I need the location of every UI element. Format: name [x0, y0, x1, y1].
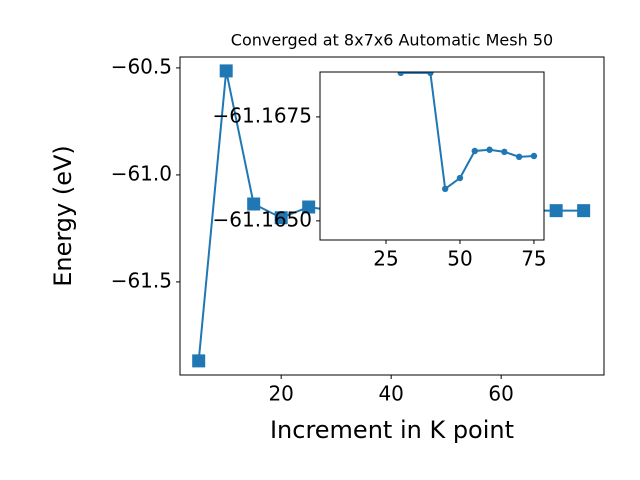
marker: [577, 204, 591, 218]
chart-title: Converged at 8x7x6 Automatic Mesh 50: [231, 31, 553, 50]
y-tick-label: −61.1650: [213, 207, 312, 231]
marker: [549, 204, 563, 218]
x-axis-label: Increment in K point: [270, 416, 514, 444]
marker: [397, 72, 404, 77]
marker: [486, 146, 493, 153]
marker: [530, 152, 538, 160]
marker: [441, 185, 449, 193]
marker: [501, 148, 508, 156]
y-tick-label: −60.5: [111, 54, 172, 78]
marker: [274, 211, 288, 225]
marker: [456, 174, 464, 182]
x-tick-label: 60: [488, 382, 513, 406]
plot-area: [320, 72, 544, 240]
x-tick-label: 75: [521, 247, 546, 271]
marker: [302, 200, 316, 214]
x-tick-label: 20: [268, 382, 293, 406]
marker: [471, 147, 478, 155]
y-tick-label: −61.5: [111, 268, 172, 292]
marker: [427, 72, 434, 77]
y-tick-label: −61.1675: [213, 103, 312, 127]
marker: [219, 64, 233, 78]
plot-content: [397, 72, 538, 193]
axes-frame: [179, 56, 605, 376]
marker: [515, 153, 523, 161]
y-tick-label: −61.0: [111, 161, 172, 185]
x-tick-label: 25: [373, 247, 398, 271]
y-axis-label: Energy (eV): [49, 145, 77, 287]
marker: [247, 197, 261, 211]
x-tick-label: 50: [447, 247, 472, 271]
axes-frame: [319, 71, 545, 241]
x-tick-label: 40: [378, 382, 403, 406]
marker: [192, 354, 206, 368]
